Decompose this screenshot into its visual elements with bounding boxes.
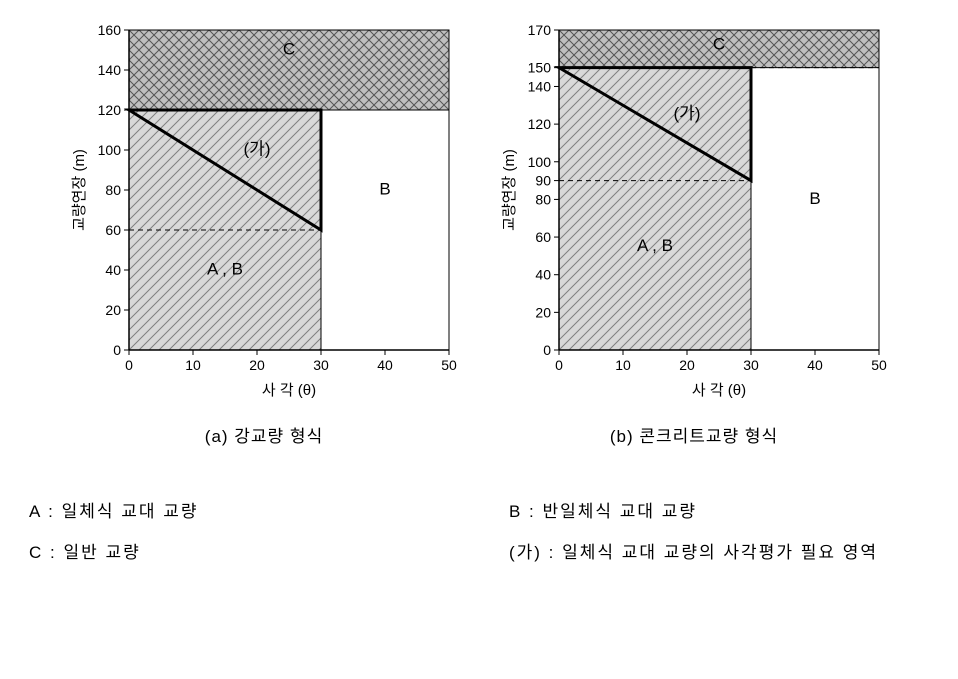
svg-text:교량연장 (m): 교량연장 (m) (501, 149, 518, 231)
chart-a-block: (가) A , B B C 0 10 20 30 40 50 0 20 40 60 80 100 120 140 1… (69, 20, 459, 447)
svg-text:50: 50 (871, 357, 887, 373)
svg-text:50: 50 (441, 357, 457, 373)
svg-text:80: 80 (105, 182, 121, 198)
svg-text:80: 80 (535, 191, 551, 207)
svg-text:140: 140 (98, 62, 122, 78)
svg-text:60: 60 (105, 222, 121, 238)
svg-text:100: 100 (98, 142, 122, 158)
chart-b: (가) A , B B C 0 10 20 30 40 50 0 20 40 60 80 90 100 120 14… (499, 20, 889, 410)
legend-b: B : 반일체식 교대 교량 (509, 497, 929, 522)
svg-text:10: 10 (615, 357, 631, 373)
charts-row: (가)A , BBC010203040500204060801001201401… (20, 20, 938, 447)
svg-text:A , B: A , B (207, 259, 243, 278)
svg-text:20: 20 (249, 357, 265, 373)
svg-text:0: 0 (555, 357, 563, 373)
svg-text:60: 60 (535, 229, 551, 245)
svg-text:0: 0 (125, 357, 133, 373)
svg-text:170: 170 (528, 22, 552, 38)
svg-text:10: 10 (185, 357, 201, 373)
svg-text:160: 160 (98, 22, 122, 38)
svg-text:100: 100 (528, 154, 552, 170)
svg-text:120: 120 (98, 102, 122, 118)
svg-text:20: 20 (535, 304, 551, 320)
svg-text:20: 20 (679, 357, 695, 373)
svg-text:40: 40 (377, 357, 393, 373)
svg-text:20: 20 (105, 302, 121, 318)
svg-text:0: 0 (543, 342, 551, 358)
legend-c: C : 일반 교량 (29, 538, 449, 563)
svg-text:30: 30 (313, 357, 329, 373)
svg-text:40: 40 (807, 357, 823, 373)
svg-text:B: B (809, 189, 820, 208)
svg-text:0: 0 (113, 342, 121, 358)
svg-text:A , B: A , B (637, 236, 673, 255)
svg-text:교량연장 (m): 교량연장 (m) (71, 149, 88, 231)
svg-text:40: 40 (105, 262, 121, 278)
svg-text:40: 40 (535, 267, 551, 283)
chart-a-caption: (a) 강교량 형식 (205, 422, 323, 447)
svg-text:120: 120 (528, 116, 552, 132)
chart-b-block: (가) A , B B C 0 10 20 30 40 50 0 20 40 60 80 90 100 120 14… (499, 20, 889, 447)
svg-text:사 각 (θ): 사 각 (θ) (262, 382, 316, 399)
svg-text:140: 140 (528, 78, 552, 94)
svg-text:30: 30 (743, 357, 759, 373)
svg-text:(가): (가) (244, 139, 271, 158)
legend-a: A : 일체식 교대 교량 (29, 497, 449, 522)
svg-text:사 각 (θ): 사 각 (θ) (692, 382, 746, 399)
svg-text:150: 150 (528, 60, 552, 76)
legend: A : 일체식 교대 교량 B : 반일체식 교대 교량 C : 일반 교량 (… (29, 497, 929, 563)
svg-text:C: C (283, 39, 295, 58)
svg-text:C: C (713, 35, 725, 54)
chart-b-caption: (b) 콘크리트교량 형식 (610, 422, 778, 447)
legend-ga: (가) : 일체식 교대 교량의 사각평가 필요 영역 (509, 538, 929, 563)
chart-a: (가) A , B B C 0 10 20 30 40 50 0 20 40 60 80 100 120 140 1… (69, 20, 459, 410)
svg-text:B: B (379, 179, 390, 198)
svg-text:90: 90 (535, 173, 551, 189)
svg-text:(가): (가) (674, 104, 701, 123)
